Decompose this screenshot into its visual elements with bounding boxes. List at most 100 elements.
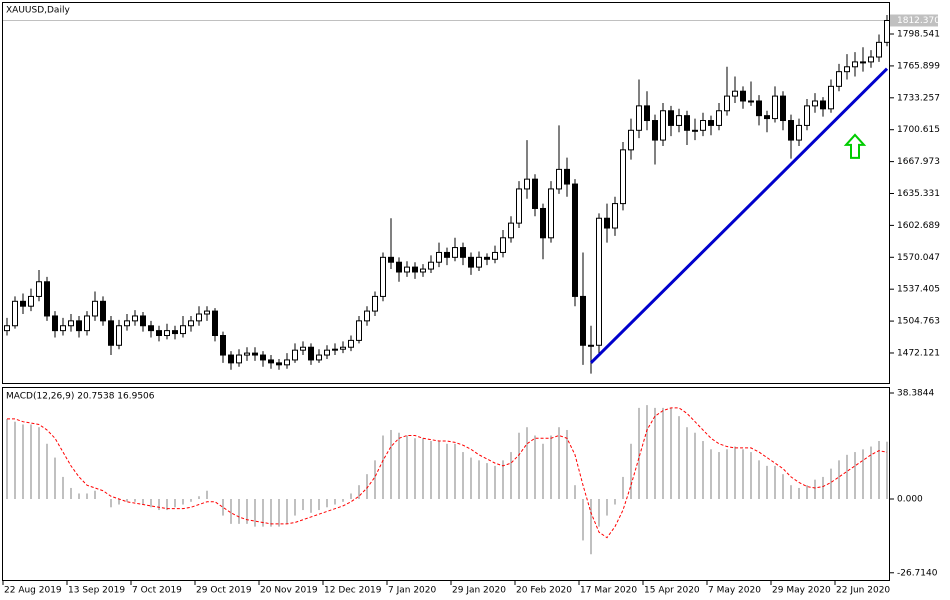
candle-body <box>796 124 802 141</box>
candle-body <box>20 300 26 307</box>
candle-body <box>516 188 522 224</box>
candle-body <box>108 320 114 346</box>
candle-body <box>508 222 514 239</box>
candle-body <box>468 256 474 268</box>
x-tick-label: 7 Oct 2019 <box>132 586 182 596</box>
candle-body <box>676 115 682 126</box>
candle-body <box>428 261 434 270</box>
x-tick-label: 7 May 2020 <box>708 586 761 596</box>
candle-body <box>732 90 738 97</box>
x-tick-label: 29 Oct 2019 <box>196 586 252 596</box>
candle-body <box>204 310 210 315</box>
candle-body <box>596 217 602 346</box>
candle-body <box>692 129 698 132</box>
candle-body <box>532 178 538 209</box>
candle-body <box>604 217 610 229</box>
candle-body <box>412 266 418 273</box>
candle-body <box>276 362 282 366</box>
candle-body <box>628 129 634 151</box>
candle-body <box>100 300 106 322</box>
candle-body <box>124 320 130 327</box>
macd-signal <box>7 407 888 539</box>
candle-body <box>260 354 266 361</box>
candle-body <box>364 310 370 322</box>
candle-body <box>188 320 194 327</box>
candle-body <box>132 315 138 322</box>
candle-body <box>708 120 714 126</box>
chart-title: XAUUSD,Daily <box>6 6 70 16</box>
candle-body <box>284 359 290 366</box>
x-tick-label: 29 May 2020 <box>772 586 831 596</box>
candle-body <box>564 168 570 185</box>
indicator-label: MACD(12,26,9) 20.7538 16.9506 <box>6 392 155 402</box>
candle-body <box>572 183 578 297</box>
y-tick-label: 1635.331 <box>897 189 940 199</box>
candle-body <box>820 100 826 110</box>
y-tick-label: 1700.615 <box>897 125 940 135</box>
candle-body <box>4 325 10 332</box>
y2-tick-label: 0.000 <box>897 495 923 505</box>
candle-body <box>316 354 322 361</box>
y-tick-label: 1537.405 <box>897 285 940 295</box>
x-tick-label: 7 Jan 2020 <box>388 586 436 596</box>
candle-body <box>492 251 498 260</box>
candle-body <box>788 120 794 141</box>
y-tick-label: 1472.121 <box>897 348 940 358</box>
candle-body <box>588 344 594 347</box>
x-tick-label: 13 Sep 2019 <box>68 586 125 596</box>
candle-body <box>860 61 866 64</box>
candle-body <box>548 188 554 239</box>
candle-body <box>444 251 450 258</box>
candle-body <box>228 354 234 364</box>
x-tick-label: 22 Jun 2020 <box>836 586 890 596</box>
y-tick-label: 1733.257 <box>897 93 940 103</box>
y-tick-label: 1602.689 <box>897 221 940 231</box>
candle-body <box>244 352 250 356</box>
candle-body <box>84 315 90 332</box>
candle-body <box>844 66 850 73</box>
candle-body <box>92 300 98 317</box>
x-tick-label: 20 Feb 2020 <box>516 586 572 596</box>
x-tick-label: 12 Dec 2019 <box>324 586 382 596</box>
candle-body <box>60 325 66 332</box>
candle-body <box>380 256 386 297</box>
candle-body <box>684 115 690 131</box>
candle-body <box>268 359 274 364</box>
candle-body <box>52 315 58 332</box>
candle-body <box>68 320 74 327</box>
candle-body <box>180 325 186 335</box>
candle-body <box>772 95 778 120</box>
candle-body <box>620 149 626 205</box>
candle-body <box>220 335 226 356</box>
candle-body <box>140 315 146 327</box>
candle-body <box>156 330 162 337</box>
x-tick-label: 20 Nov 2019 <box>260 586 318 596</box>
candle-body <box>740 90 746 102</box>
candle-body <box>524 178 530 190</box>
candle-body <box>308 346 314 361</box>
candle-body <box>644 105 650 122</box>
y-tick-label: 1570.047 <box>897 253 940 263</box>
candle-body <box>812 100 818 107</box>
candle-body <box>868 56 874 63</box>
candle-body <box>716 110 722 126</box>
candle-body <box>668 110 674 126</box>
candle-body <box>252 352 258 356</box>
candle-body <box>340 346 346 350</box>
macd-pane-frame <box>2 387 890 581</box>
candle-body <box>388 256 394 263</box>
candle-body <box>292 349 298 361</box>
candle-body <box>540 207 546 239</box>
candle-body <box>28 295 34 307</box>
candle-body <box>116 325 122 346</box>
candle-body <box>12 300 18 327</box>
candle-body <box>404 266 410 273</box>
last-price-label: 1812.370 <box>897 16 940 26</box>
y2-tick-label: 38.3844 <box>897 389 934 399</box>
candle-body <box>652 120 658 141</box>
candle-body <box>780 95 786 122</box>
candle-body <box>196 313 202 322</box>
x-tick-label: 15 Apr 2020 <box>644 586 700 596</box>
